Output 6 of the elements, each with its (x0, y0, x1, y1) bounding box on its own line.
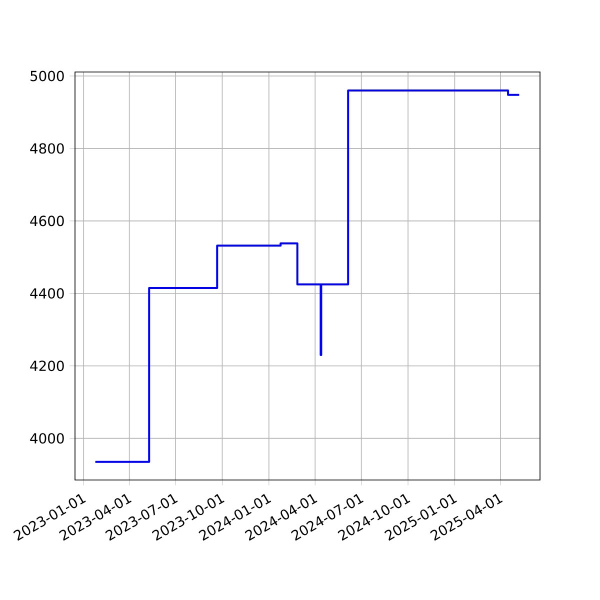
y-tick-label: 4200 (30, 360, 64, 372)
y-tick-label: 4400 (30, 288, 64, 299)
y-tick-label: 4000 (30, 433, 64, 444)
y-tick-label: 4800 (30, 143, 64, 154)
y-tick-label: 5000 (30, 70, 64, 82)
y-tick-label: 4600 (30, 216, 64, 226)
